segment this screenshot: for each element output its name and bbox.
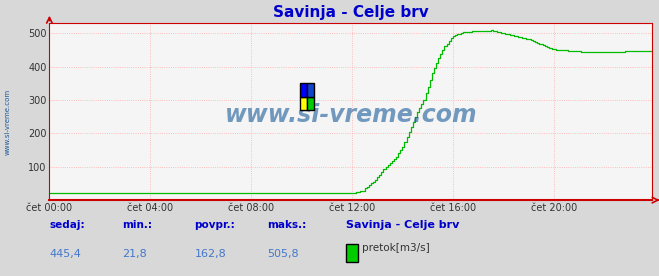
Text: min.:: min.: — [122, 220, 152, 230]
Text: sedaj:: sedaj: — [49, 220, 85, 230]
Text: pretok[m3/s]: pretok[m3/s] — [362, 243, 430, 253]
Text: 505,8: 505,8 — [267, 249, 299, 259]
Text: 445,4: 445,4 — [49, 249, 81, 259]
Text: povpr.:: povpr.: — [194, 220, 235, 230]
Title: Savinja - Celje brv: Savinja - Celje brv — [273, 4, 429, 20]
Text: Savinja - Celje brv: Savinja - Celje brv — [346, 220, 459, 230]
Text: www.si-vreme.com: www.si-vreme.com — [5, 88, 11, 155]
Text: 21,8: 21,8 — [122, 249, 147, 259]
Text: maks.:: maks.: — [267, 220, 306, 230]
Text: www.si-vreme.com: www.si-vreme.com — [225, 103, 477, 127]
Text: 162,8: 162,8 — [194, 249, 226, 259]
